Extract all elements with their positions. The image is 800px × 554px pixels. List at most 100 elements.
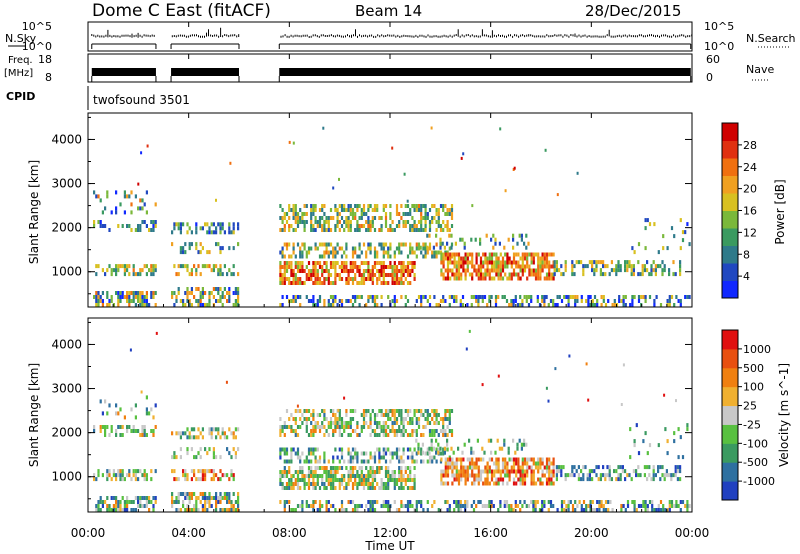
heatmap-cell (141, 206, 144, 211)
heatmap-cell (611, 508, 614, 512)
heatmap-cell (548, 260, 551, 265)
heatmap-cell (493, 268, 496, 273)
heatmap-cell (327, 433, 330, 437)
heatmap-cell (596, 508, 599, 512)
heatmap-cell (285, 242, 289, 247)
heatmap-cell (204, 492, 207, 496)
heatmap-cell (501, 264, 505, 269)
heatmap-cell (305, 265, 308, 269)
heatmap-cell (219, 246, 222, 251)
heatmap-cell (488, 252, 491, 257)
heatmap-cell (455, 477, 458, 482)
heatmap-cell (299, 417, 302, 421)
heatmap-cell (232, 226, 235, 231)
heatmap-cell (446, 508, 449, 512)
heatmap-cell (552, 504, 555, 508)
heatmap-cell (409, 466, 412, 470)
heatmap-cell (642, 504, 645, 508)
heatmap-cell (303, 486, 306, 490)
heatmap-cell (413, 413, 416, 417)
heatmap-cell (171, 295, 174, 299)
heatmap-cell (345, 224, 348, 228)
heatmap-cell (598, 508, 601, 512)
heatmap-cell (602, 473, 605, 478)
heatmap-cell (497, 272, 500, 277)
colorbar-swatch (722, 348, 738, 369)
heatmap-cell (501, 446, 504, 451)
heatmap-cell (237, 299, 240, 303)
heatmap-cell (632, 268, 635, 273)
heatmap-cell (334, 265, 337, 269)
heatmap-cell (497, 469, 500, 474)
heatmap-cell (137, 272, 140, 277)
heatmap-cell (464, 473, 467, 478)
heatmap-cell (119, 500, 122, 504)
heatmap-cell (126, 224, 129, 228)
heatmap-cell (672, 272, 675, 277)
heatmap-cell (307, 478, 311, 482)
heatmap-cell (115, 496, 118, 500)
heatmap-cell (668, 473, 671, 478)
heatmap-cell (466, 465, 469, 470)
heatmap-cell (115, 473, 118, 478)
heatmap-cell (193, 435, 196, 440)
heatmap-cell (112, 303, 115, 307)
heatmap-cell (446, 465, 450, 470)
heatmap-cell (644, 500, 647, 504)
heatmap-cell (387, 246, 390, 251)
heatmap-cell (376, 269, 379, 273)
heatmap-cell (433, 433, 436, 437)
heatmap-cell (402, 504, 405, 508)
heatmap-cell (635, 423, 638, 428)
heatmap-cell (106, 268, 109, 273)
heatmap-cell (457, 481, 461, 486)
heatmap-cell (398, 261, 401, 265)
heatmap-cell (419, 245, 422, 250)
heatmap-cell (428, 446, 431, 451)
heatmap-cell (99, 508, 102, 512)
heatmap-cell (123, 194, 126, 199)
heatmap-cell (387, 413, 390, 417)
heatmap-cell (347, 421, 350, 425)
heatmap-cell (479, 276, 483, 281)
heatmap-cell (499, 264, 502, 269)
heatmap-cell (499, 469, 502, 474)
heatmap-cell (505, 504, 509, 508)
heatmap-cell (393, 421, 396, 425)
heatmap-cell (173, 264, 176, 269)
heatmap-cell (175, 508, 178, 512)
heatmap-cell (512, 465, 516, 470)
heatmap-cell (415, 224, 418, 228)
heatmap-cell (446, 433, 449, 437)
heatmap-cell (197, 250, 200, 255)
heatmap-cell (573, 264, 576, 269)
heatmap-cell (539, 276, 542, 281)
heatmap-cell (530, 295, 533, 299)
heatmap-cell (132, 500, 135, 504)
heatmap-cell (449, 256, 452, 261)
heatmap-cell (449, 465, 452, 470)
heatmap-cell (492, 245, 495, 250)
heatmap-cell (217, 268, 220, 273)
heatmap-cell (97, 473, 100, 478)
heatmap-cell (497, 457, 500, 462)
heatmap-cell (314, 246, 317, 251)
heatmap-cell (512, 252, 516, 257)
heatmap-cell (312, 295, 315, 299)
heatmap-cell (600, 504, 603, 508)
heatmap-cell (415, 299, 418, 303)
heatmap-cell (382, 500, 385, 504)
heatmap-cell (431, 254, 434, 259)
heatmap-cell (545, 457, 549, 462)
heatmap-cell (442, 276, 445, 281)
heatmap-cell (360, 261, 363, 265)
heatmap-cell (310, 447, 313, 452)
heatmap-cell (426, 233, 429, 238)
heatmap-cell (577, 260, 580, 265)
heatmap-cell (204, 508, 207, 512)
heatmap-cell (417, 421, 421, 425)
noise-tick-top: 10^5 (22, 20, 52, 33)
heatmap-cell (506, 469, 509, 474)
heatmap-cell (129, 348, 132, 352)
